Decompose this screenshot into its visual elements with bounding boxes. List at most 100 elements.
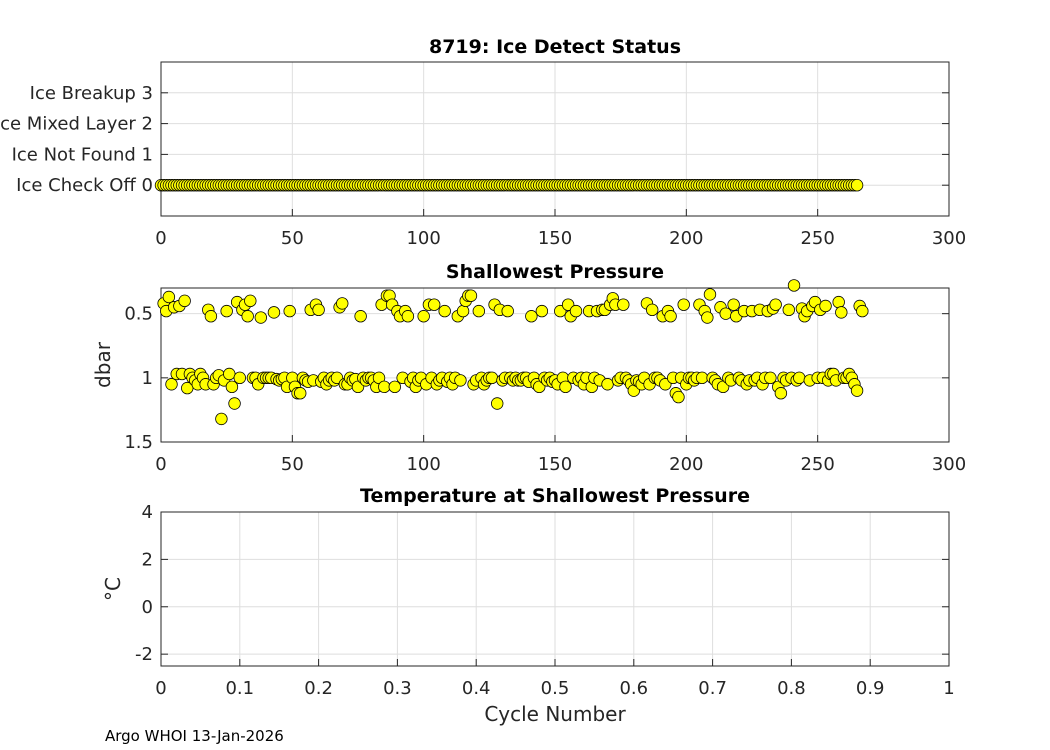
data-point xyxy=(228,397,241,410)
data-point xyxy=(850,178,864,192)
y-tick-label: 4 xyxy=(142,502,153,523)
x-tick-label: 250 xyxy=(800,228,834,249)
data-point xyxy=(787,279,801,292)
footer-credit: Argo WHOI 13-Jan-2026 xyxy=(105,727,284,745)
data-point xyxy=(233,371,247,385)
data-point xyxy=(456,304,470,318)
x-tick-label: 100 xyxy=(406,228,440,249)
x-tick-label: 50 xyxy=(281,228,304,249)
data-point xyxy=(569,304,583,318)
y-tick-label: Ice Check Off 0 xyxy=(16,175,153,196)
data-point xyxy=(427,298,441,311)
data-point xyxy=(223,367,236,381)
y-tick-label: 0 xyxy=(142,597,153,618)
chart-title-shallowest-pressure: Shallowest Pressure xyxy=(446,261,664,283)
data-point xyxy=(294,387,307,400)
data-point xyxy=(832,295,845,309)
data-point xyxy=(472,304,486,318)
y-tick-label: 1.5 xyxy=(124,432,153,453)
data-point xyxy=(388,380,401,394)
data-point xyxy=(178,294,191,308)
x-tick-label: 0.3 xyxy=(383,678,412,699)
data-point xyxy=(501,304,514,318)
data-point xyxy=(535,304,549,318)
data-point xyxy=(244,294,257,308)
y-tick-label: Ice Breakup 3 xyxy=(30,83,153,104)
shallowest-pressure-axes: 0 50 100 150 200 250 300 0.5 1 1.5 xyxy=(124,279,966,475)
data-point xyxy=(215,412,228,426)
x-tick-label: 0.8 xyxy=(777,678,806,699)
data-point xyxy=(336,297,349,310)
data-point xyxy=(267,306,281,319)
axes-frame xyxy=(160,61,950,217)
x-tick-label: 0 xyxy=(155,678,166,699)
data-point xyxy=(727,298,740,311)
data-point xyxy=(254,311,268,324)
x-tick-label: 300 xyxy=(932,228,966,249)
data-point xyxy=(401,310,415,323)
x-tick-label: 200 xyxy=(669,228,703,249)
data-point xyxy=(354,310,367,323)
data-point xyxy=(601,378,614,391)
x-tick-label: 0.4 xyxy=(462,678,491,699)
data-point xyxy=(525,310,538,323)
axes-frame xyxy=(160,511,950,667)
data-point xyxy=(559,380,572,394)
data-point xyxy=(793,371,806,385)
data-point xyxy=(764,371,777,385)
data-point xyxy=(225,380,239,394)
data-point xyxy=(701,311,714,324)
data-point xyxy=(677,298,690,311)
y-tick-label: -2 xyxy=(135,644,153,665)
y-tick-label: Ice Not Found 1 xyxy=(12,144,153,165)
x-tick-label: 0.2 xyxy=(304,678,333,699)
data-point xyxy=(378,380,391,394)
data-point xyxy=(664,310,677,323)
data-point xyxy=(645,303,659,317)
x-tick-label: 0 xyxy=(155,454,166,475)
data-point xyxy=(703,288,717,301)
data-point xyxy=(491,397,504,410)
data-point xyxy=(283,304,296,318)
x-tick-label: 0.1 xyxy=(225,678,254,699)
data-point xyxy=(438,304,451,318)
y-tick-label: Ice Mixed Layer 2 xyxy=(0,114,153,135)
data-point xyxy=(485,371,499,385)
x-tick-label: 0.7 xyxy=(698,678,727,699)
data-point xyxy=(850,384,864,397)
chart-title-ice-detect: 8719: Ice Detect Status xyxy=(429,36,681,58)
data-point xyxy=(204,310,218,323)
y-tick-label: 0.5 xyxy=(124,304,153,325)
axes-frame xyxy=(160,287,950,443)
data-point xyxy=(769,298,782,311)
data-point xyxy=(464,289,478,302)
y-tick-label: 2 xyxy=(142,549,153,570)
data-point xyxy=(417,310,430,323)
x-tick-label: 0.5 xyxy=(541,678,570,699)
x-tick-label: 150 xyxy=(538,454,572,475)
x-tick-label: 0.9 xyxy=(856,678,885,699)
x-tick-label: 300 xyxy=(932,454,966,475)
data-point xyxy=(162,290,176,304)
data-point xyxy=(856,304,869,318)
x-tick-label: 100 xyxy=(406,454,440,475)
x-tick-label: 0.6 xyxy=(619,678,648,699)
x-tick-label: 250 xyxy=(800,454,834,475)
y-axis-label-celsius: °C xyxy=(101,577,125,601)
x-axis-label-cycle-number: Cycle Number xyxy=(484,702,626,726)
data-point xyxy=(819,299,832,313)
data-point xyxy=(774,387,788,400)
x-tick-label: 1 xyxy=(943,678,954,699)
data-point xyxy=(782,303,795,317)
chart-title-temperature: Temperature at Shallowest Pressure xyxy=(360,485,750,507)
data-point xyxy=(719,307,732,320)
data-point xyxy=(835,306,848,319)
x-tick-label: 200 xyxy=(669,454,703,475)
y-axis-label-dbar: dbar xyxy=(91,341,115,388)
ice-detect-axes: 0 50 100 150 200 250 300 Ice Check Off 0 Ice Not… xyxy=(0,61,966,249)
data-point xyxy=(241,310,254,323)
x-tick-label: 150 xyxy=(538,228,572,249)
data-point xyxy=(454,374,467,387)
